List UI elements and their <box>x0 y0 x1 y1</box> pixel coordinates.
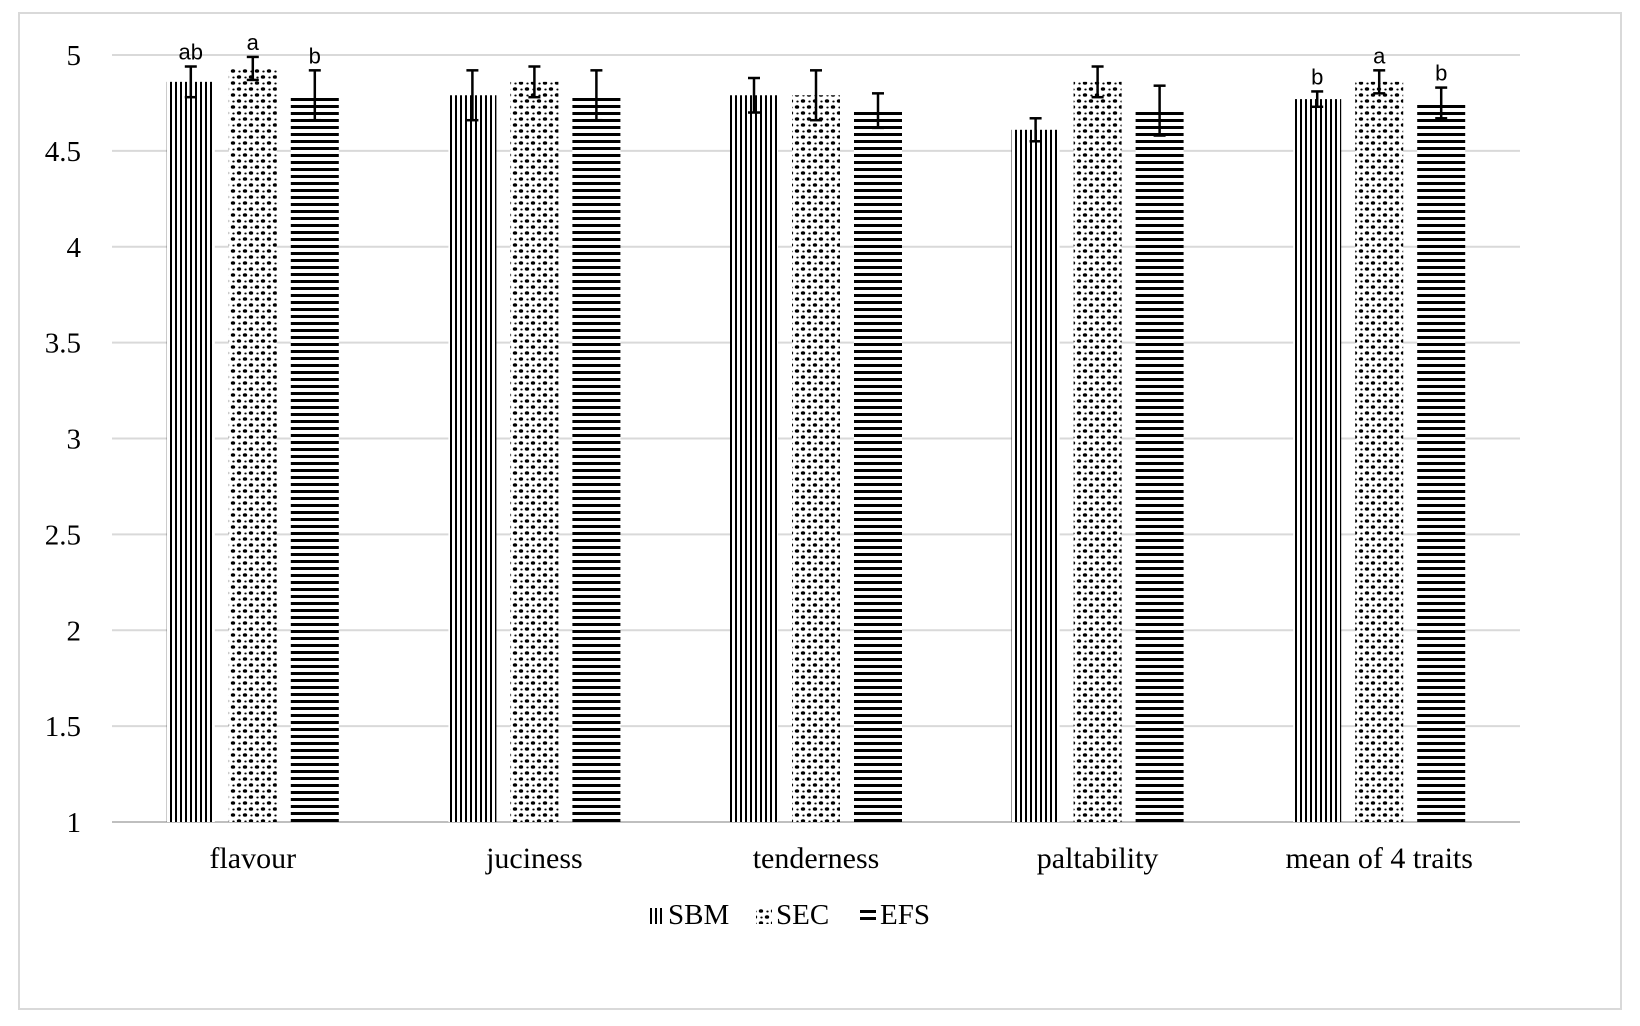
y-tick-label-3: 3 <box>67 424 82 456</box>
legend-swatch-efs <box>860 908 876 924</box>
x-category-label-tenderness: tenderness <box>753 842 880 875</box>
sig-label-sec-mean-of-4-traits: a <box>1373 43 1386 68</box>
y-tick-label-2-5: 2.5 <box>45 519 81 551</box>
x-category-label-juciness: juciness <box>485 842 583 875</box>
legend-item-sec: SEC <box>756 899 829 931</box>
bar-sec-juciness <box>510 81 559 823</box>
error-bar-sec-juciness <box>528 65 541 99</box>
x-category-label-paltability: paltability <box>1037 842 1159 875</box>
bar-sbm-juciness <box>448 95 497 822</box>
error-bar-sbm-mean-of-4-traits <box>1311 90 1324 109</box>
y-tick-label-1-5: 1.5 <box>45 711 81 743</box>
legend-label-sbm: SBM <box>668 899 729 931</box>
y-tick-label-3-5: 3.5 <box>45 328 81 360</box>
bar-sbm-tenderness <box>730 95 778 822</box>
legend-label-sec: SEC <box>776 899 829 931</box>
error-bar-sec-mean-of-4-traits <box>1373 69 1386 95</box>
bar-efs-mean-of-4-traits <box>1417 102 1466 822</box>
error-bar-sec-tenderness <box>810 69 822 122</box>
sig-label-sbm-flavour: ab <box>179 40 203 65</box>
bar-efs-tenderness <box>854 110 902 823</box>
legend-item-sbm: SBM <box>648 899 729 931</box>
bar-efs-juciness <box>572 95 621 822</box>
error-bar-sec-paltability <box>1091 65 1104 99</box>
y-axis-tick-labels: 1 1.5 2 2.5 3 3.5 4 4.5 5 <box>45 40 82 839</box>
legend-swatch-sec <box>756 908 772 924</box>
bar-sec-tenderness <box>792 95 840 822</box>
error-bar-efs-tenderness <box>872 92 884 130</box>
y-tick-label-4: 4 <box>67 232 82 264</box>
sig-label-sec-flavour: a <box>247 30 260 55</box>
bar-sec-mean-of-4-traits <box>1355 81 1404 823</box>
y-tick-label-5: 5 <box>67 40 82 72</box>
sig-label-efs-mean-of-4-traits: b <box>1435 61 1447 86</box>
error-bar-efs-flavour <box>308 69 321 122</box>
error-bar-sbm-paltability <box>1029 117 1042 143</box>
error-bar-efs-mean-of-4-traits <box>1435 86 1448 120</box>
bar-efs-paltability <box>1135 110 1184 823</box>
y-tick-label-1: 1 <box>67 807 82 839</box>
sig-label-sbm-mean-of-4-traits: b <box>1311 64 1323 89</box>
error-bar-sec-flavour <box>246 55 259 82</box>
bar-sbm-paltability <box>1011 129 1060 823</box>
legend-label-efs: EFS <box>880 899 930 931</box>
bar-efs-flavour <box>290 95 339 822</box>
legend-item-efs: EFS <box>860 899 930 931</box>
bars <box>166 68 1466 823</box>
error-bar-efs-paltability <box>1153 84 1166 137</box>
chart-frame: 1 1.5 2 2.5 3 3.5 4 4.5 5 ab a b b a b flavour jucines… <box>18 12 1622 1010</box>
y-tick-label-4-5: 4.5 <box>45 136 81 168</box>
bar-sec-paltability <box>1073 81 1122 823</box>
bar-sec-flavour <box>228 68 277 823</box>
error-bar-sbm-flavour <box>184 65 197 99</box>
error-bar-efs-juciness <box>590 69 603 122</box>
error-bars <box>184 55 1448 143</box>
x-category-label-flavour: flavour <box>209 842 296 875</box>
y-tick-label-2: 2 <box>67 615 82 647</box>
error-bar-sbm-tenderness <box>748 76 760 114</box>
x-category-label-mean-of-4-traits: mean of 4 traits <box>1285 842 1472 875</box>
sig-label-efs-flavour: b <box>309 43 321 68</box>
bar-sbm-flavour <box>166 81 215 823</box>
error-bar-sbm-juciness <box>466 69 479 122</box>
legend: SBM SEC EFS <box>648 899 930 931</box>
legend-swatch-sbm <box>648 908 664 924</box>
bar-sbm-mean-of-4-traits <box>1293 99 1342 823</box>
x-axis-category-labels: flavour juciness tenderness paltability mean… <box>209 842 1472 875</box>
